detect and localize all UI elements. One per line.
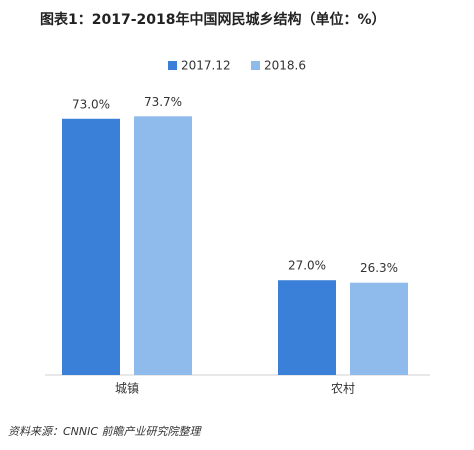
bar <box>134 116 192 376</box>
legend-label: 2018.6 <box>264 59 306 73</box>
legend-swatch <box>168 61 177 70</box>
legend-swatch <box>251 61 260 70</box>
bar <box>62 118 120 376</box>
value-label: 73.7% <box>144 95 182 109</box>
bar <box>350 282 408 375</box>
value-label: 73.0% <box>72 97 110 111</box>
legend-label: 2017.12 <box>181 59 231 73</box>
category-label: 城镇 <box>115 382 139 396</box>
value-label: 26.3% <box>360 261 398 275</box>
category-label: 农村 <box>331 382 355 396</box>
chart-title: 图表1：2017-2018年中国网民城乡结构（单位：%） <box>40 11 386 28</box>
source-note: 资料来源：CNNIC 前瞻产业研究院整理 <box>8 425 203 438</box>
value-label: 27.0% <box>288 259 326 273</box>
bar <box>278 280 336 375</box>
